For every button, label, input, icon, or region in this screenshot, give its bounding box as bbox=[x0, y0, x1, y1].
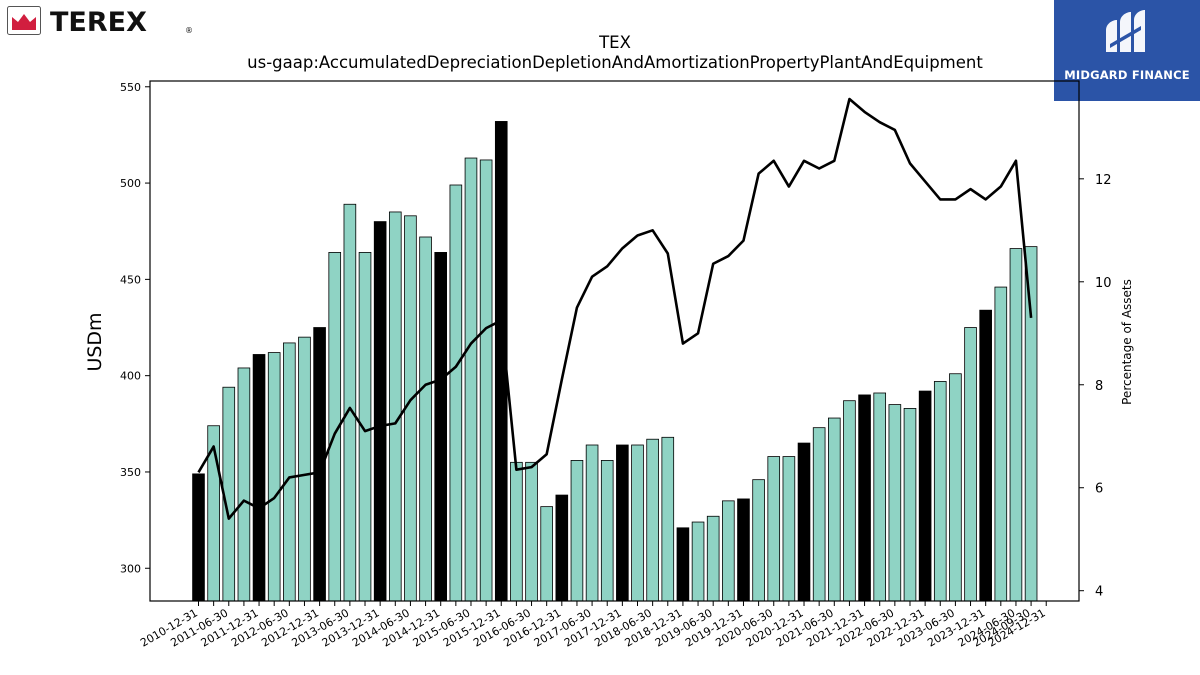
y2-tick-label: 8 bbox=[1095, 379, 1103, 394]
bar bbox=[237, 367, 251, 602]
bar bbox=[600, 460, 614, 602]
y2-axis-label: Percentage of Assets bbox=[1120, 279, 1134, 405]
bar bbox=[737, 498, 750, 602]
bar bbox=[933, 381, 947, 602]
bar bbox=[1024, 246, 1038, 602]
bar bbox=[949, 373, 962, 602]
bar bbox=[979, 309, 992, 602]
bar bbox=[373, 221, 387, 602]
bar bbox=[192, 473, 205, 602]
bar bbox=[343, 203, 357, 602]
y-tick-label: 300 bbox=[120, 562, 141, 575]
publisher-wordmark: MIDGARD FINANCE bbox=[1064, 68, 1190, 82]
bar bbox=[903, 408, 917, 602]
bar bbox=[767, 456, 781, 602]
bar bbox=[722, 500, 735, 602]
bar bbox=[858, 394, 871, 602]
bar bbox=[706, 515, 720, 602]
bar bbox=[449, 184, 463, 602]
bar bbox=[464, 157, 478, 602]
midgard-emblem-icon bbox=[1106, 10, 1145, 52]
bar bbox=[964, 327, 977, 602]
bar bbox=[752, 479, 765, 602]
bar bbox=[434, 252, 448, 602]
bar bbox=[555, 494, 569, 602]
terex-logo: TEREX ® bbox=[7, 6, 202, 40]
bar bbox=[419, 236, 432, 602]
registered-mark: ® bbox=[185, 26, 193, 35]
y-tick-label: 550 bbox=[120, 81, 141, 94]
y-tick-label: 350 bbox=[120, 466, 141, 479]
bar bbox=[267, 352, 281, 602]
bar bbox=[1009, 248, 1023, 602]
bar bbox=[283, 342, 296, 602]
bar bbox=[994, 286, 1008, 602]
y-axis-label: USDm bbox=[84, 312, 106, 371]
y-tick-label: 450 bbox=[120, 273, 141, 286]
terex-logo-graphic: TEREX ® bbox=[7, 6, 193, 38]
company-wordmark: TEREX bbox=[50, 7, 147, 38]
bar bbox=[843, 400, 856, 602]
y2-tick-label: 4 bbox=[1095, 585, 1103, 600]
bar bbox=[585, 444, 599, 602]
bar bbox=[812, 427, 826, 602]
bar bbox=[479, 159, 493, 602]
bar bbox=[540, 506, 553, 602]
bar bbox=[631, 444, 644, 602]
bar bbox=[828, 417, 841, 602]
plot-area: 30035040045050055046810122010-12-312011-… bbox=[120, 80, 1112, 650]
y2-tick-label: 6 bbox=[1095, 482, 1103, 497]
y2-tick-label: 12 bbox=[1095, 173, 1112, 188]
y-tick-label: 500 bbox=[120, 177, 141, 190]
crown-icon bbox=[12, 14, 36, 30]
bar bbox=[252, 354, 266, 602]
chart-subtitle: us-gaap:AccumulatedDepreciationDepletion… bbox=[247, 53, 983, 72]
y-tick-label: 400 bbox=[120, 370, 141, 383]
bar bbox=[646, 438, 659, 602]
bar bbox=[782, 456, 796, 602]
bar bbox=[525, 461, 538, 602]
chart-title: TEX bbox=[598, 33, 631, 52]
bar bbox=[570, 460, 584, 602]
bar bbox=[918, 390, 932, 602]
bar bbox=[676, 527, 690, 602]
midgard-finance-logo: MIDGARD FINANCE bbox=[1054, 0, 1200, 101]
bar bbox=[888, 404, 902, 602]
bar bbox=[510, 461, 523, 602]
bar bbox=[661, 436, 675, 602]
bar bbox=[388, 211, 402, 602]
y2-tick-label: 10 bbox=[1095, 276, 1112, 291]
bar bbox=[797, 442, 811, 602]
series-line bbox=[197, 97, 1033, 520]
bar bbox=[873, 392, 887, 602]
bar bbox=[298, 336, 311, 602]
bar bbox=[616, 444, 629, 602]
plot-frame bbox=[149, 80, 1080, 602]
bar bbox=[691, 521, 705, 602]
